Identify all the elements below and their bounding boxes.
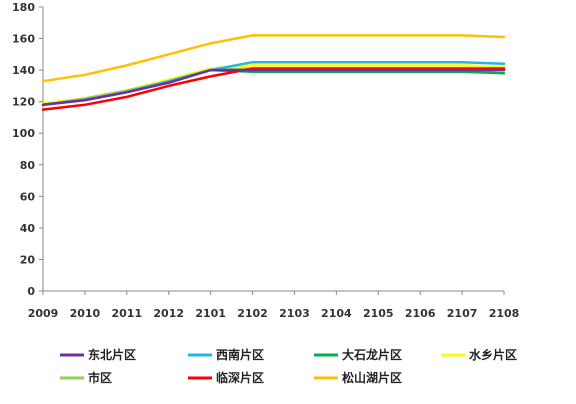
legend-item: 临深片区 (188, 370, 264, 385)
y-tick-label: 160 (12, 33, 35, 46)
y-tick-label: 80 (20, 159, 36, 172)
x-tick-label: 2103 (279, 307, 310, 320)
legend-item: 西南片区 (188, 347, 264, 362)
x-tick-label: 2011 (112, 307, 143, 320)
axes (42, 7, 504, 292)
y-tick-label: 60 (20, 190, 36, 203)
legend-label: 市区 (88, 370, 112, 385)
x-tick-label: 2009 (28, 307, 59, 320)
x-tick-label: 2012 (153, 307, 184, 320)
y-tick-label: 20 (20, 253, 36, 266)
legend-item: 市区 (60, 370, 112, 385)
x-tick-label: 2104 (321, 307, 352, 320)
legend-label: 东北片区 (88, 347, 136, 362)
legend-item: 大石龙片区 (314, 347, 402, 362)
x-axis-ticks: 2009 2010 2011 2012 2101 2102 2103 2104 2105 2106… (28, 291, 520, 320)
y-tick-label: 120 (12, 96, 35, 109)
legend-label: 大石龙片区 (342, 347, 402, 362)
y-tick-label: 40 (20, 222, 36, 235)
legend-label: 水乡片区 (469, 347, 517, 362)
legend-label: 松山湖片区 (342, 370, 402, 385)
legend-item: 水乡片区 (441, 347, 517, 362)
legend-item: 东北片区 (60, 347, 136, 362)
x-tick-label: 2105 (363, 307, 394, 320)
x-tick-label: 2010 (70, 307, 101, 320)
y-tick-label: 140 (12, 64, 35, 77)
legend-item: 松山湖片区 (314, 370, 402, 385)
x-tick-label: 2102 (237, 307, 268, 320)
legend-label: 西南片区 (216, 347, 264, 362)
y-tick-label: 0 (27, 285, 35, 298)
x-tick-label: 2106 (405, 307, 436, 320)
x-tick-label: 2107 (447, 307, 478, 320)
y-tick-label: 100 (12, 127, 35, 140)
y-axis-ticks: 0 20 40 60 80 100 120 140 160 180 (12, 1, 43, 298)
series-line-5 (41, 67, 506, 111)
x-tick-label: 2108 (489, 307, 520, 320)
series-line-0 (41, 68, 506, 107)
legend-label: 临深片区 (216, 370, 264, 385)
series-line-6 (41, 34, 506, 83)
y-tick-label: 180 (12, 1, 35, 14)
x-tick-label: 2101 (195, 307, 226, 320)
series-lines (41, 34, 506, 111)
